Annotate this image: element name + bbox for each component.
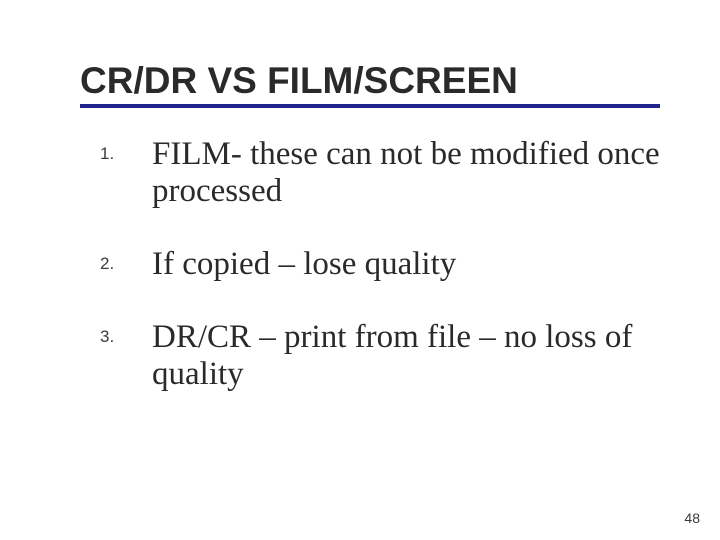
list-item: 3. DR/CR – print from file – no loss of … — [100, 319, 660, 393]
slide: CR/DR VS FILM/SCREEN 1. FILM- these can … — [0, 0, 720, 540]
title-underline — [80, 104, 660, 108]
slide-title: CR/DR VS FILM/SCREEN — [80, 60, 660, 102]
list-number: 2. — [100, 246, 126, 274]
list-number: 1. — [100, 136, 126, 164]
list-text: DR/CR – print from file – no loss of qua… — [152, 319, 660, 393]
page-number: 48 — [684, 510, 700, 526]
list-item: 2. If copied – lose quality — [100, 246, 660, 283]
list-text: FILM- these can not be modified once pro… — [152, 136, 660, 210]
list-item: 1. FILM- these can not be modified once … — [100, 136, 660, 210]
list-number: 3. — [100, 319, 126, 347]
list-text: If copied – lose quality — [152, 246, 456, 283]
numbered-list: 1. FILM- these can not be modified once … — [80, 136, 660, 393]
title-block: CR/DR VS FILM/SCREEN — [80, 60, 660, 108]
